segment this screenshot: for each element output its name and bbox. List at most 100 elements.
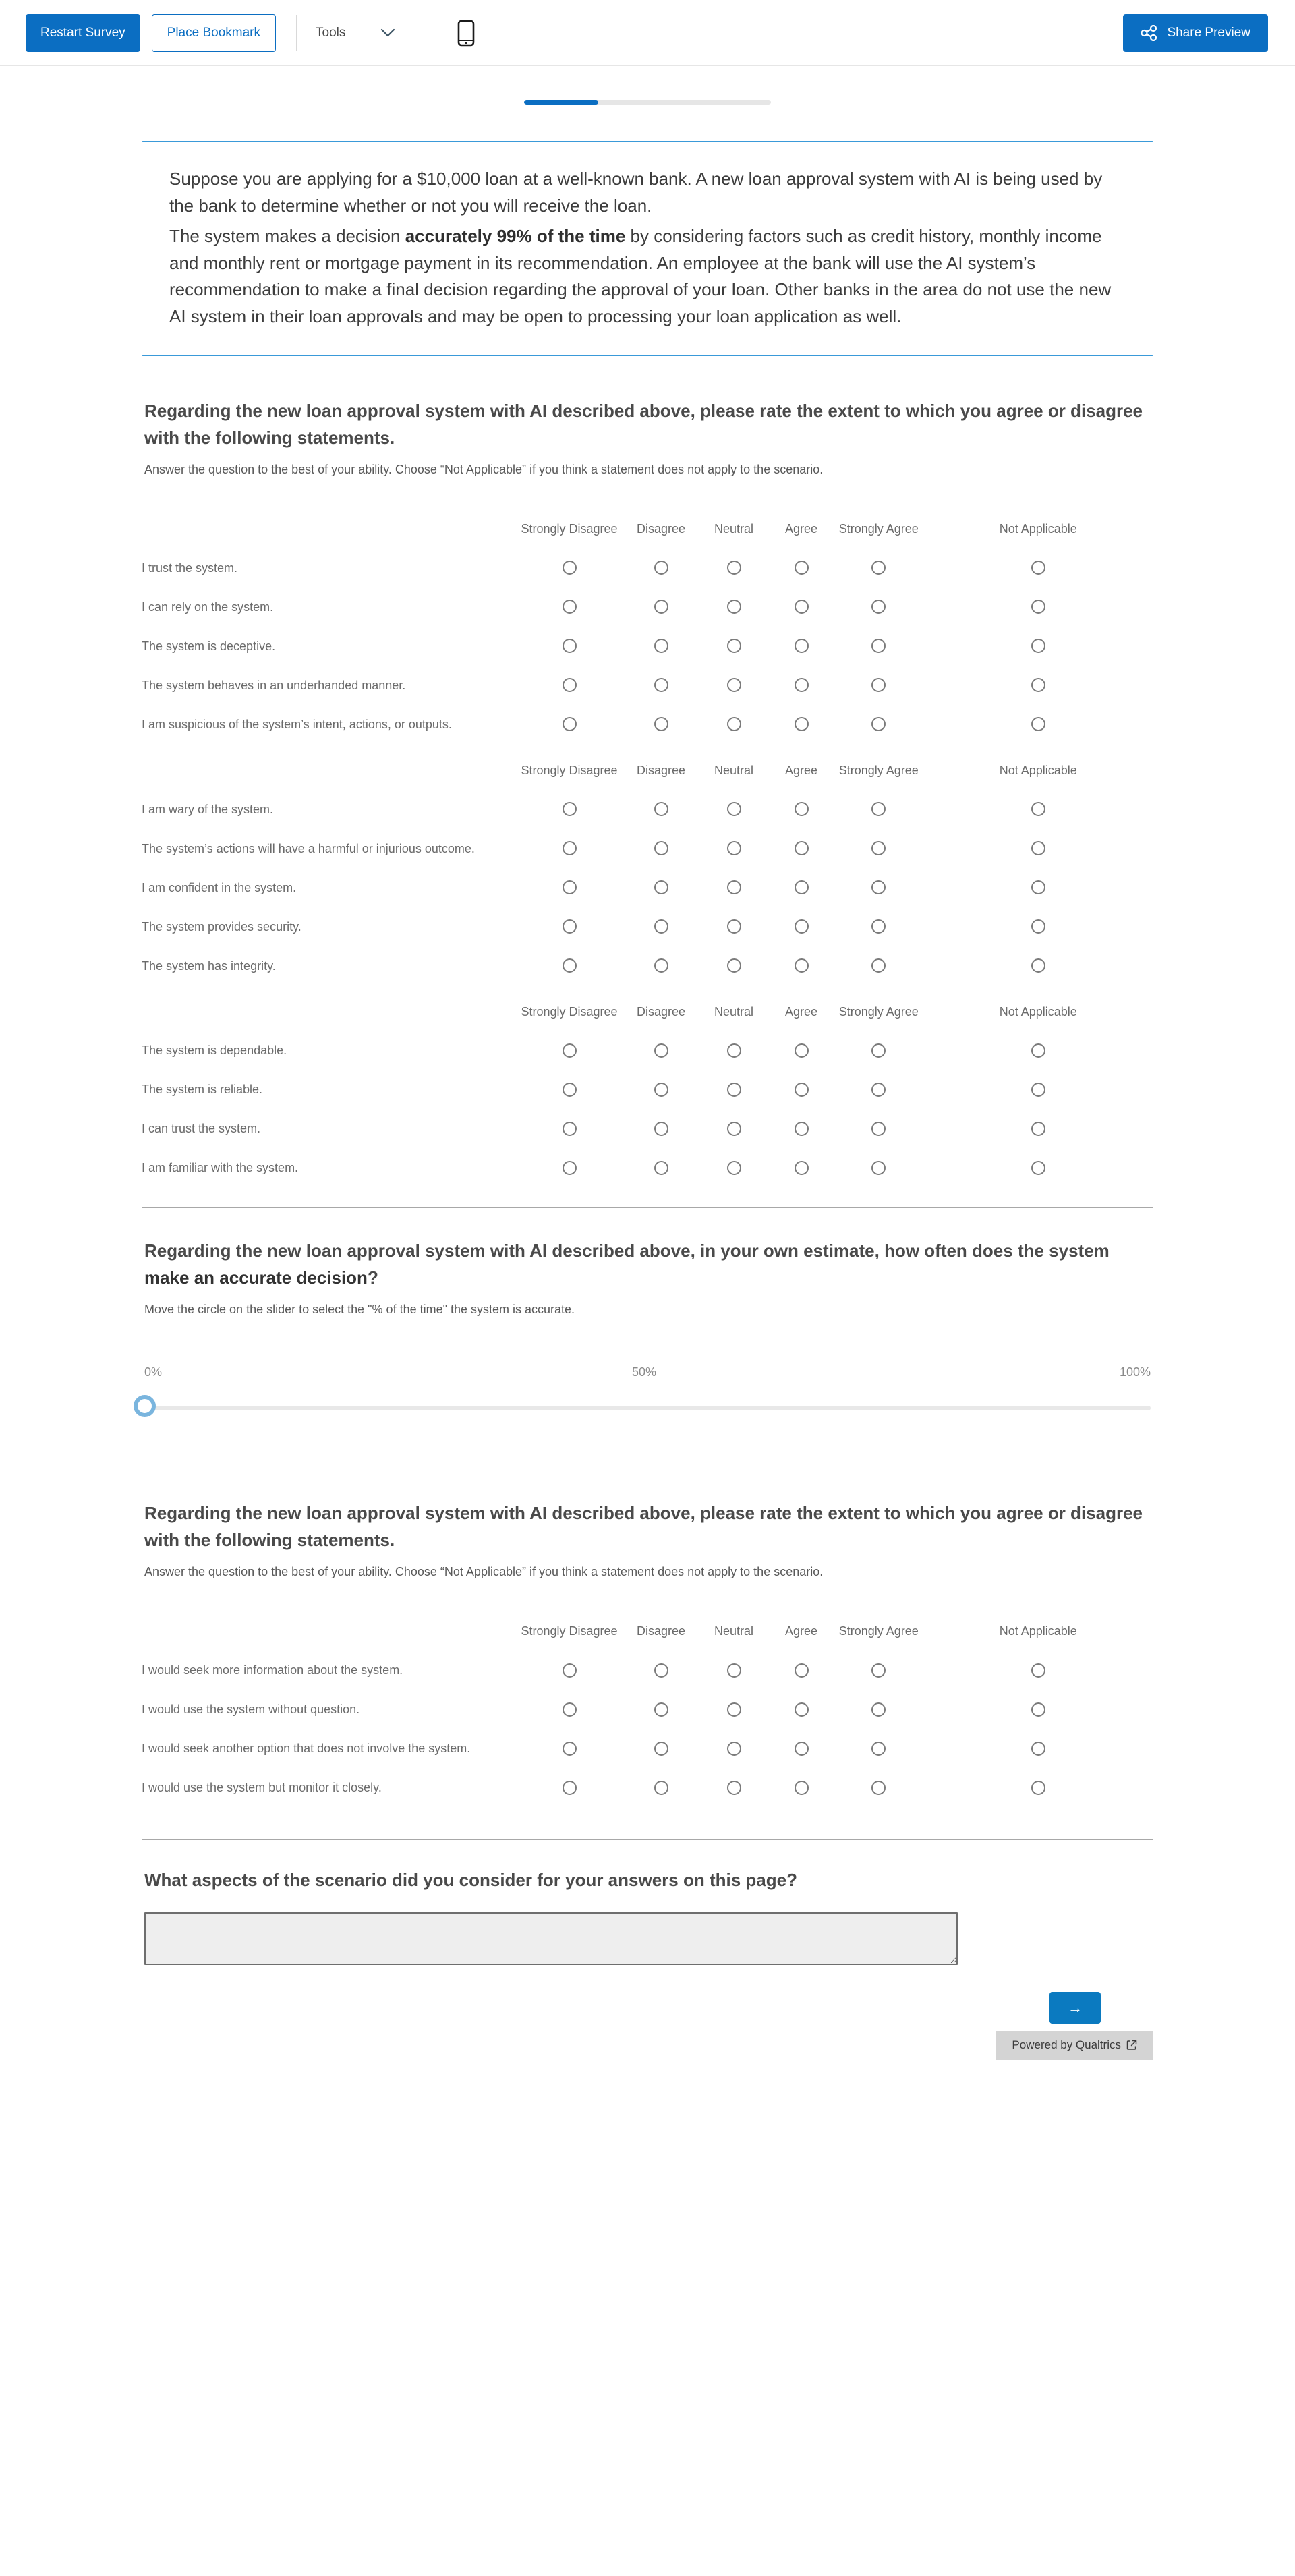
- radio-button[interactable]: [562, 1702, 577, 1717]
- matrix-radio-cell-not-applicable[interactable]: [922, 626, 1153, 666]
- matrix-radio-cell[interactable]: [622, 1729, 700, 1768]
- radio-button[interactable]: [1031, 1121, 1045, 1136]
- radio-button[interactable]: [654, 1780, 668, 1795]
- radio-button[interactable]: [654, 1082, 668, 1097]
- radio-button[interactable]: [871, 1043, 886, 1058]
- matrix-radio-cell-not-applicable[interactable]: [922, 828, 1153, 868]
- matrix-radio-cell[interactable]: [835, 1768, 923, 1807]
- radio-button[interactable]: [562, 1160, 577, 1175]
- radio-button[interactable]: [1031, 639, 1045, 654]
- matrix-radio-cell[interactable]: [622, 829, 700, 868]
- matrix-radio-cell[interactable]: [835, 705, 923, 744]
- radio-button[interactable]: [871, 600, 886, 614]
- radio-button[interactable]: [562, 841, 577, 856]
- matrix-radio-cell[interactable]: [517, 1690, 622, 1729]
- matrix-radio-cell[interactable]: [835, 1148, 923, 1187]
- matrix-radio-cell[interactable]: [835, 1031, 923, 1070]
- matrix-radio-cell[interactable]: [768, 829, 835, 868]
- radio-button[interactable]: [871, 1702, 886, 1717]
- radio-button[interactable]: [794, 1702, 809, 1717]
- radio-button[interactable]: [562, 1663, 577, 1678]
- radio-button[interactable]: [794, 919, 809, 934]
- radio-button[interactable]: [726, 561, 741, 575]
- next-page-button[interactable]: →: [1049, 1992, 1101, 2024]
- matrix-radio-cell[interactable]: [700, 1031, 768, 1070]
- radio-button[interactable]: [1031, 600, 1045, 614]
- radio-button[interactable]: [871, 1780, 886, 1795]
- radio-button[interactable]: [871, 678, 886, 693]
- matrix-radio-cell[interactable]: [768, 588, 835, 627]
- radio-button[interactable]: [1031, 880, 1045, 895]
- matrix-radio-cell[interactable]: [517, 1729, 622, 1768]
- matrix-radio-cell[interactable]: [835, 907, 923, 946]
- radio-button[interactable]: [654, 802, 668, 817]
- matrix-radio-cell[interactable]: [835, 1109, 923, 1148]
- radio-button[interactable]: [726, 802, 741, 817]
- radio-button[interactable]: [654, 1121, 668, 1136]
- matrix-radio-cell[interactable]: [768, 790, 835, 829]
- radio-button[interactable]: [726, 600, 741, 614]
- radio-button[interactable]: [654, 600, 668, 614]
- matrix-radio-cell[interactable]: [700, 1070, 768, 1109]
- radio-button[interactable]: [726, 678, 741, 693]
- radio-button[interactable]: [726, 958, 741, 973]
- radio-button[interactable]: [562, 919, 577, 934]
- matrix-radio-cell[interactable]: [700, 1729, 768, 1768]
- matrix-radio-cell-not-applicable[interactable]: [922, 1148, 1153, 1188]
- radio-button[interactable]: [871, 880, 886, 895]
- radio-button[interactable]: [562, 958, 577, 973]
- radio-button[interactable]: [1031, 1780, 1045, 1795]
- matrix-radio-cell[interactable]: [622, 1690, 700, 1729]
- slider-control[interactable]: [134, 1392, 1151, 1423]
- slider-track[interactable]: [144, 1406, 1151, 1411]
- radio-button[interactable]: [1031, 1043, 1045, 1058]
- radio-button[interactable]: [654, 880, 668, 895]
- radio-button[interactable]: [726, 841, 741, 856]
- radio-button[interactable]: [654, 841, 668, 856]
- matrix-radio-cell-not-applicable[interactable]: [922, 1768, 1153, 1808]
- matrix-radio-cell[interactable]: [768, 1109, 835, 1148]
- matrix-radio-cell-not-applicable[interactable]: [922, 867, 1153, 907]
- matrix-radio-cell-not-applicable[interactable]: [922, 1729, 1153, 1769]
- radio-button[interactable]: [871, 958, 886, 973]
- radio-button[interactable]: [1031, 841, 1045, 856]
- radio-button[interactable]: [726, 1043, 741, 1058]
- matrix-radio-cell[interactable]: [517, 705, 622, 744]
- matrix-radio-cell[interactable]: [622, 907, 700, 946]
- matrix-radio-cell[interactable]: [768, 1690, 835, 1729]
- matrix-radio-cell[interactable]: [700, 1768, 768, 1807]
- matrix-radio-cell[interactable]: [622, 588, 700, 627]
- matrix-radio-cell[interactable]: [517, 790, 622, 829]
- matrix-radio-cell[interactable]: [768, 946, 835, 985]
- matrix-radio-cell[interactable]: [835, 588, 923, 627]
- matrix-radio-cell[interactable]: [700, 907, 768, 946]
- matrix-radio-cell[interactable]: [622, 946, 700, 985]
- radio-button[interactable]: [1031, 1160, 1045, 1175]
- matrix-radio-cell[interactable]: [835, 627, 923, 666]
- restart-survey-button[interactable]: Restart Survey: [26, 13, 140, 52]
- radio-button[interactable]: [654, 639, 668, 654]
- radio-button[interactable]: [794, 1780, 809, 1795]
- radio-button[interactable]: [726, 1082, 741, 1097]
- radio-button[interactable]: [794, 561, 809, 575]
- radio-button[interactable]: [794, 1741, 809, 1756]
- radio-button[interactable]: [871, 802, 886, 817]
- matrix-radio-cell[interactable]: [700, 1651, 768, 1690]
- matrix-radio-cell[interactable]: [768, 1070, 835, 1109]
- matrix-radio-cell[interactable]: [768, 1768, 835, 1807]
- matrix-radio-cell[interactable]: [622, 868, 700, 907]
- radio-button[interactable]: [871, 1160, 886, 1175]
- radio-button[interactable]: [726, 880, 741, 895]
- matrix-radio-cell[interactable]: [700, 705, 768, 744]
- radio-button[interactable]: [794, 1663, 809, 1678]
- radio-button[interactable]: [871, 1663, 886, 1678]
- matrix-radio-cell[interactable]: [835, 946, 923, 985]
- matrix-radio-cell[interactable]: [835, 829, 923, 868]
- radio-button[interactable]: [1031, 561, 1045, 575]
- radio-button[interactable]: [871, 1082, 886, 1097]
- radio-button[interactable]: [654, 678, 668, 693]
- matrix-radio-cell-not-applicable[interactable]: [922, 946, 1153, 985]
- radio-button[interactable]: [1031, 802, 1045, 817]
- matrix-radio-cell[interactable]: [700, 1109, 768, 1148]
- matrix-radio-cell[interactable]: [622, 627, 700, 666]
